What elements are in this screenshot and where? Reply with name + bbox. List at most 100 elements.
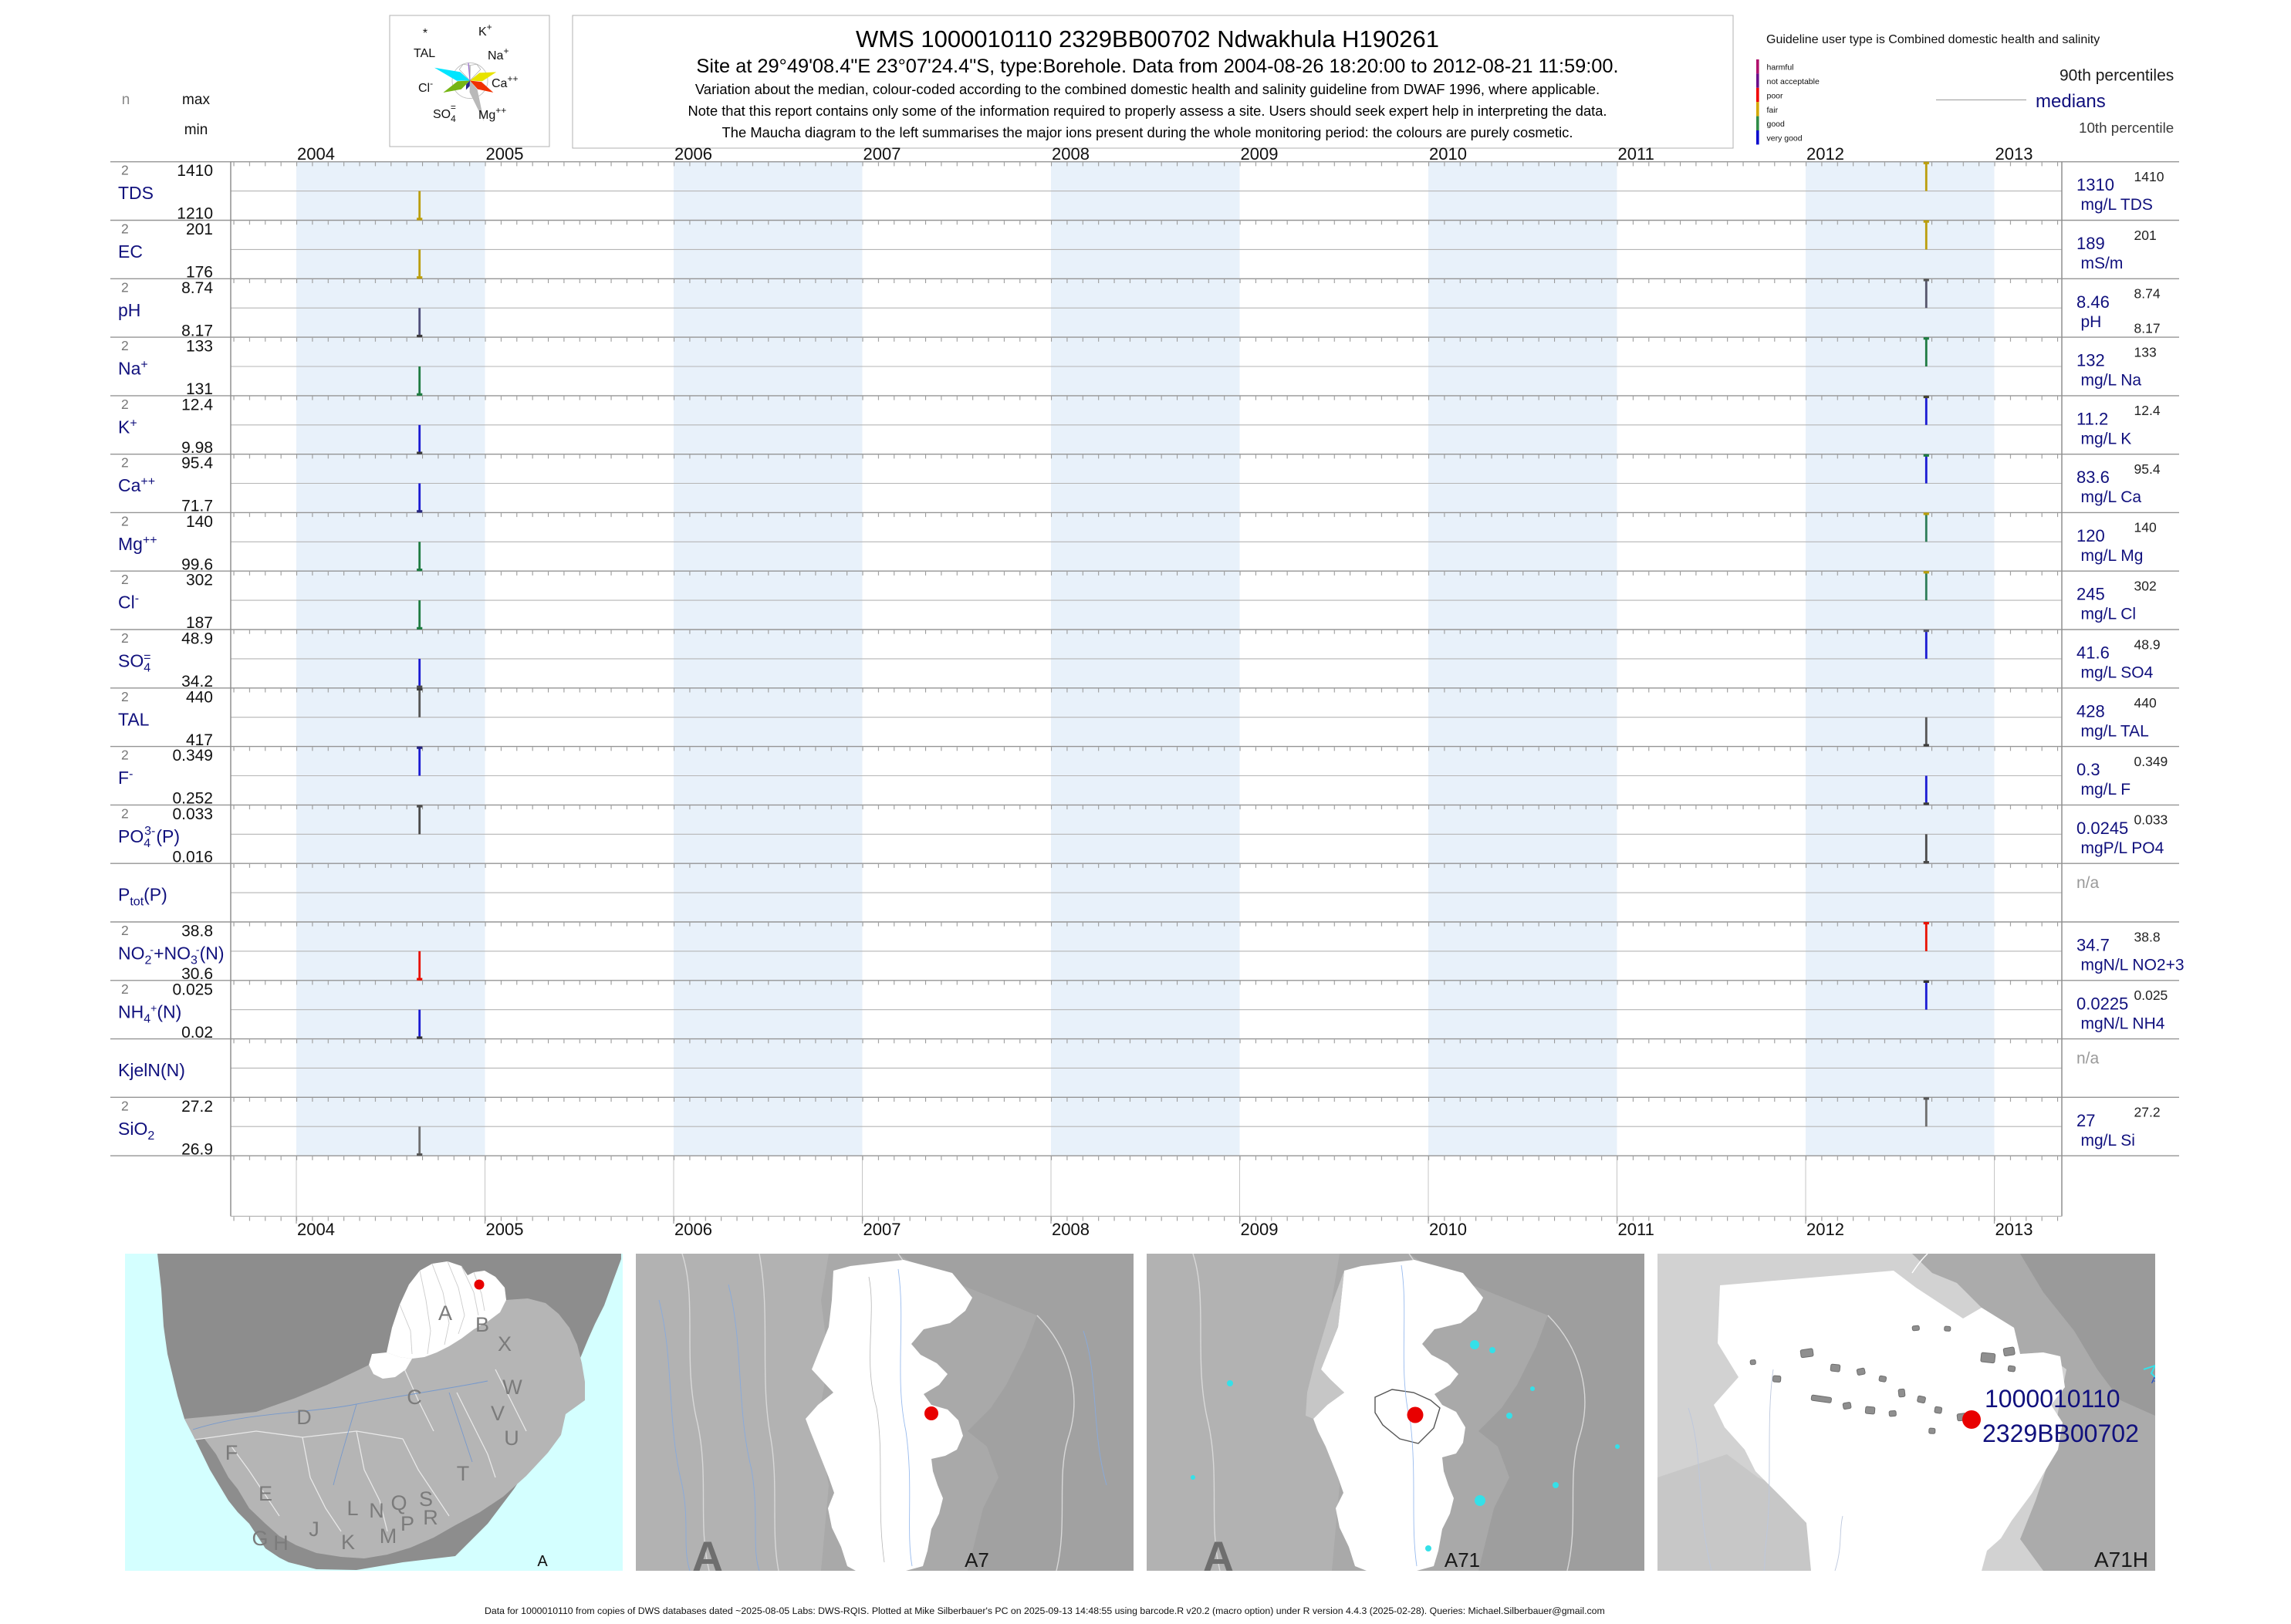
svg-text:mg/L Ca: mg/L Ca xyxy=(2081,488,2142,506)
svg-text:Variation about the median, c: Variation about the median, colour-coded… xyxy=(695,81,1600,97)
svg-text:G: G xyxy=(252,1527,268,1550)
svg-text:0.033: 0.033 xyxy=(172,805,213,823)
svg-text:R: R xyxy=(423,1506,438,1529)
svg-text:2329BB00702: 2329BB00702 xyxy=(1982,1420,2139,1447)
svg-text:38.8: 38.8 xyxy=(2134,929,2161,944)
svg-text:1310: 1310 xyxy=(2076,175,2114,194)
svg-text:2009: 2009 xyxy=(1241,1220,1279,1239)
svg-text:A: A xyxy=(438,1302,452,1325)
svg-text:2: 2 xyxy=(121,981,129,997)
svg-text:9.98: 9.98 xyxy=(181,439,213,457)
svg-text:V: V xyxy=(491,1402,505,1425)
svg-text:H: H xyxy=(273,1531,289,1555)
svg-text:2: 2 xyxy=(121,1098,129,1113)
svg-text:Ptot(P): Ptot(P) xyxy=(118,885,167,909)
svg-text:245: 245 xyxy=(2076,585,2105,604)
svg-text:2011: 2011 xyxy=(1618,1220,1654,1239)
svg-text:2: 2 xyxy=(121,748,129,763)
svg-text:99.6: 99.6 xyxy=(181,555,213,573)
svg-text:mg/L Si: mg/L Si xyxy=(2081,1132,2135,1150)
svg-text:140: 140 xyxy=(186,513,213,531)
svg-text:26.9: 26.9 xyxy=(181,1140,213,1158)
svg-text:Data for 1000010110 from copie: Data for 1000010110 from copies of DWS d… xyxy=(485,1605,1605,1616)
svg-text:2: 2 xyxy=(121,338,129,353)
svg-text:mg/L TDS: mg/L TDS xyxy=(2081,196,2153,214)
svg-text:0.252: 0.252 xyxy=(172,790,213,808)
svg-text:0.0225: 0.0225 xyxy=(2076,994,2128,1013)
svg-text:27.2: 27.2 xyxy=(2134,1105,2161,1120)
svg-text:Na+: Na+ xyxy=(118,359,148,379)
svg-text:0.349: 0.349 xyxy=(2134,754,2168,769)
svg-text:30.6: 30.6 xyxy=(181,965,213,983)
svg-text:harmful: harmful xyxy=(1767,63,1794,73)
svg-text:NO2-+NO3-(N): NO2-+NO3-(N) xyxy=(118,944,225,967)
svg-text:F: F xyxy=(225,1441,238,1464)
svg-text:mg/L Mg: mg/L Mg xyxy=(2081,547,2144,565)
svg-text:8.46: 8.46 xyxy=(2076,292,2110,312)
svg-text:131: 131 xyxy=(186,380,213,398)
svg-text:8.17: 8.17 xyxy=(2134,320,2161,336)
svg-text:132: 132 xyxy=(2076,351,2105,370)
svg-text:71.7: 71.7 xyxy=(181,498,213,515)
svg-text:0.0245: 0.0245 xyxy=(2076,819,2128,838)
svg-text:10th percentile: 10th percentile xyxy=(2079,120,2174,136)
svg-text:J: J xyxy=(309,1518,319,1541)
svg-text:very good: very good xyxy=(1767,134,1803,143)
svg-text:K+: K+ xyxy=(118,417,137,437)
svg-text:2: 2 xyxy=(121,689,129,704)
svg-text:mg/L Na: mg/L Na xyxy=(2081,372,2142,390)
svg-text:L: L xyxy=(346,1497,358,1520)
svg-text:2009: 2009 xyxy=(1241,144,1279,164)
svg-text:41.6: 41.6 xyxy=(2076,643,2110,663)
svg-text:PO43-(P): PO43-(P) xyxy=(118,825,180,850)
svg-text:A: A xyxy=(692,1532,723,1581)
svg-text:A: A xyxy=(1203,1532,1234,1581)
svg-text:302: 302 xyxy=(186,572,213,589)
svg-text:2011: 2011 xyxy=(1618,144,1654,164)
svg-text:2007: 2007 xyxy=(863,1220,901,1239)
svg-text:2005: 2005 xyxy=(486,144,524,164)
svg-text:27.2: 27.2 xyxy=(181,1098,213,1116)
svg-text:133: 133 xyxy=(2134,344,2157,360)
svg-text:2008: 2008 xyxy=(1052,144,1090,164)
svg-text:140: 140 xyxy=(2134,520,2157,535)
svg-text:2012: 2012 xyxy=(1806,1220,1844,1239)
svg-text:11.2: 11.2 xyxy=(2076,409,2108,428)
svg-text:0.016: 0.016 xyxy=(172,848,213,866)
svg-text:38.8: 38.8 xyxy=(181,923,213,940)
svg-text:SO4=: SO4= xyxy=(118,651,150,675)
svg-text:1410: 1410 xyxy=(177,162,213,180)
svg-text:0.025: 0.025 xyxy=(172,981,213,998)
svg-text:12.4: 12.4 xyxy=(2134,403,2161,418)
svg-text:34.7: 34.7 xyxy=(2076,936,2110,955)
svg-text:mg/L SO4: mg/L SO4 xyxy=(2081,664,2154,682)
svg-text:417: 417 xyxy=(186,731,213,749)
svg-text:mS/m: mS/m xyxy=(2081,255,2124,272)
svg-text:D: D xyxy=(296,1406,312,1429)
svg-text:mg/L F: mg/L F xyxy=(2081,781,2131,798)
svg-text:Note that this report contains: Note that this report contains only some… xyxy=(688,103,1607,119)
svg-text:P: P xyxy=(400,1512,414,1535)
svg-text:F-: F- xyxy=(118,768,133,788)
svg-text:120: 120 xyxy=(2076,526,2105,545)
svg-text:pH: pH xyxy=(2081,313,2102,331)
svg-text:428: 428 xyxy=(2076,701,2105,721)
svg-text:8.17: 8.17 xyxy=(181,322,213,339)
svg-text:2: 2 xyxy=(121,279,129,295)
svg-text:N: N xyxy=(369,1499,384,1522)
svg-text:n: n xyxy=(122,92,130,108)
svg-text:S: S xyxy=(419,1487,433,1511)
svg-text:not acceptable: not acceptable xyxy=(1767,77,1820,86)
svg-text:W: W xyxy=(502,1376,522,1399)
svg-text:2: 2 xyxy=(121,805,129,821)
svg-text:0.025: 0.025 xyxy=(2134,988,2168,1003)
svg-text:fair: fair xyxy=(1767,106,1779,115)
svg-text:1210: 1210 xyxy=(177,205,213,223)
svg-text:27: 27 xyxy=(2076,1111,2095,1130)
svg-text:302: 302 xyxy=(2134,579,2157,594)
svg-text:medians: medians xyxy=(2036,91,2106,112)
svg-text:0.349: 0.349 xyxy=(172,747,213,765)
svg-text:1410: 1410 xyxy=(2134,169,2164,184)
svg-text:Cl-: Cl- xyxy=(118,593,139,613)
svg-text:0.3: 0.3 xyxy=(2076,760,2100,779)
